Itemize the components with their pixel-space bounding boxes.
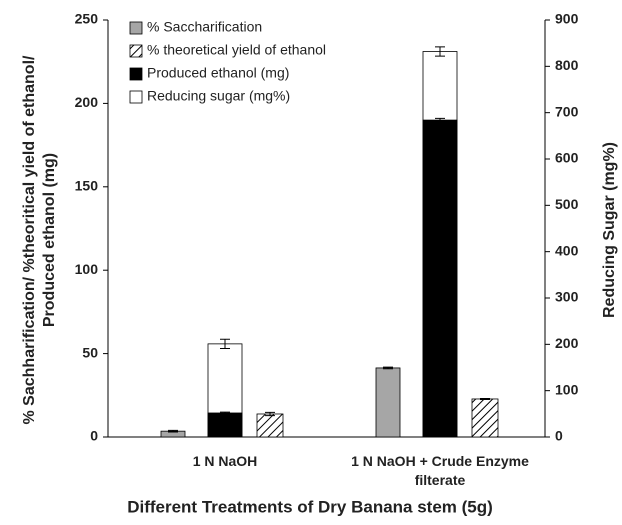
bar xyxy=(375,367,401,438)
x-tick-label: 1 N NaOH + Crude Enzyme filterate xyxy=(351,453,529,488)
legend-swatch xyxy=(129,90,143,104)
y2-tick-label: 300 xyxy=(555,289,579,305)
legend-swatch xyxy=(129,44,143,58)
legend-label: Produced ethanol (mg) xyxy=(147,65,289,81)
y2-tick-label: 0 xyxy=(555,428,563,444)
error-bar xyxy=(265,411,275,417)
error-bar xyxy=(480,397,490,400)
legend-swatch xyxy=(129,67,143,81)
error-bar xyxy=(435,46,445,57)
y2-tick-label: 400 xyxy=(555,242,579,258)
y2-axis-title: Reducing Sugar (mg%) xyxy=(601,142,618,318)
y2-tick-label: 900 xyxy=(555,11,579,27)
y2-tick-label: 200 xyxy=(555,335,579,351)
y-axis-title: % Sachharification/ %theoritical yield o… xyxy=(21,55,38,425)
y-tick-label: 250 xyxy=(75,11,99,27)
legend-label: % Saccharification xyxy=(147,19,262,35)
y-axis-title: Produced ethanol (mg) xyxy=(41,153,58,327)
y2-tick-label: 600 xyxy=(555,150,579,166)
bar xyxy=(471,398,499,438)
legend-label: Reducing sugar (mg%) xyxy=(147,88,290,104)
y-tick-label: 100 xyxy=(75,261,99,277)
error-bar xyxy=(220,411,230,415)
legend-label: % theoretical yield of ethanol xyxy=(147,42,326,58)
error-bar xyxy=(383,366,393,370)
bar xyxy=(422,119,458,438)
legend-swatch xyxy=(129,21,143,35)
y2-tick-label: 100 xyxy=(555,381,579,397)
bar xyxy=(207,412,243,438)
x-axis-title: Different Treatments of Dry Banana stem … xyxy=(127,497,493,516)
y-tick-label: 150 xyxy=(75,178,99,194)
y-tick-label: 50 xyxy=(82,344,98,360)
error-bar xyxy=(168,429,178,433)
error-bar xyxy=(220,338,230,350)
bar xyxy=(256,413,284,438)
y-tick-label: 200 xyxy=(75,94,99,110)
x-tick-label: 1 N NaOH xyxy=(192,453,258,469)
y2-tick-label: 500 xyxy=(555,196,579,212)
error-bar xyxy=(435,117,445,123)
y2-tick-label: 700 xyxy=(555,103,579,119)
y2-tick-label: 800 xyxy=(555,57,579,73)
y-tick-label: 0 xyxy=(90,428,98,444)
